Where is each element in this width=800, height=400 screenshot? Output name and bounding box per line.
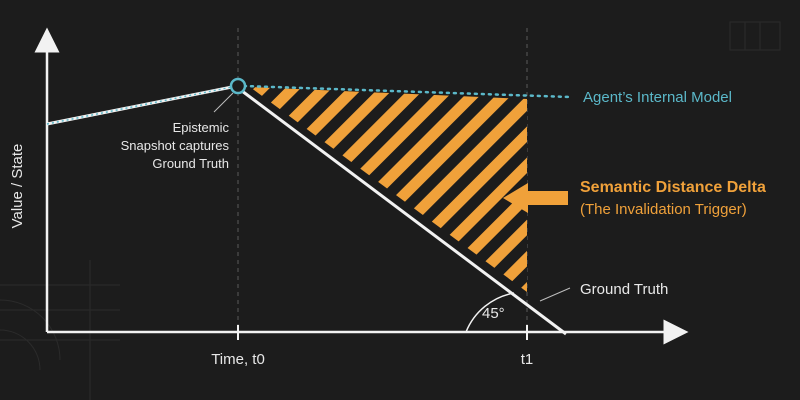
x-tick-label-t0: Time, t0 <box>211 351 265 368</box>
snapshot-point <box>229 77 247 95</box>
ground-truth-pointer <box>539 287 571 302</box>
ground-truth-label: Ground Truth <box>580 281 668 298</box>
snapshot-note-line-3: Ground Truth <box>152 156 229 171</box>
agent-model-label: Agent’s Internal Model <box>583 89 732 106</box>
snapshot-note-pointer <box>213 92 234 113</box>
x-tick-label-t1: t1 <box>521 351 534 368</box>
semantic-delta-area <box>250 87 527 292</box>
snapshot-note-line-2: Snapshot captures <box>121 138 230 153</box>
pre-snapshot-model-line <box>46 86 233 125</box>
delta-title: Semantic Distance Delta <box>580 179 766 196</box>
y-axis-label: Value / State <box>9 144 26 229</box>
delta-arrow <box>503 183 568 213</box>
angle-label: 45° <box>482 305 505 322</box>
delta-subtitle: (The Invalidation Trigger) <box>580 201 747 218</box>
angle-arc <box>465 292 515 333</box>
background-grid-decoration <box>0 21 781 400</box>
snapshot-note-line-1: Epistemic <box>173 120 230 135</box>
agent-model-line <box>242 84 572 99</box>
